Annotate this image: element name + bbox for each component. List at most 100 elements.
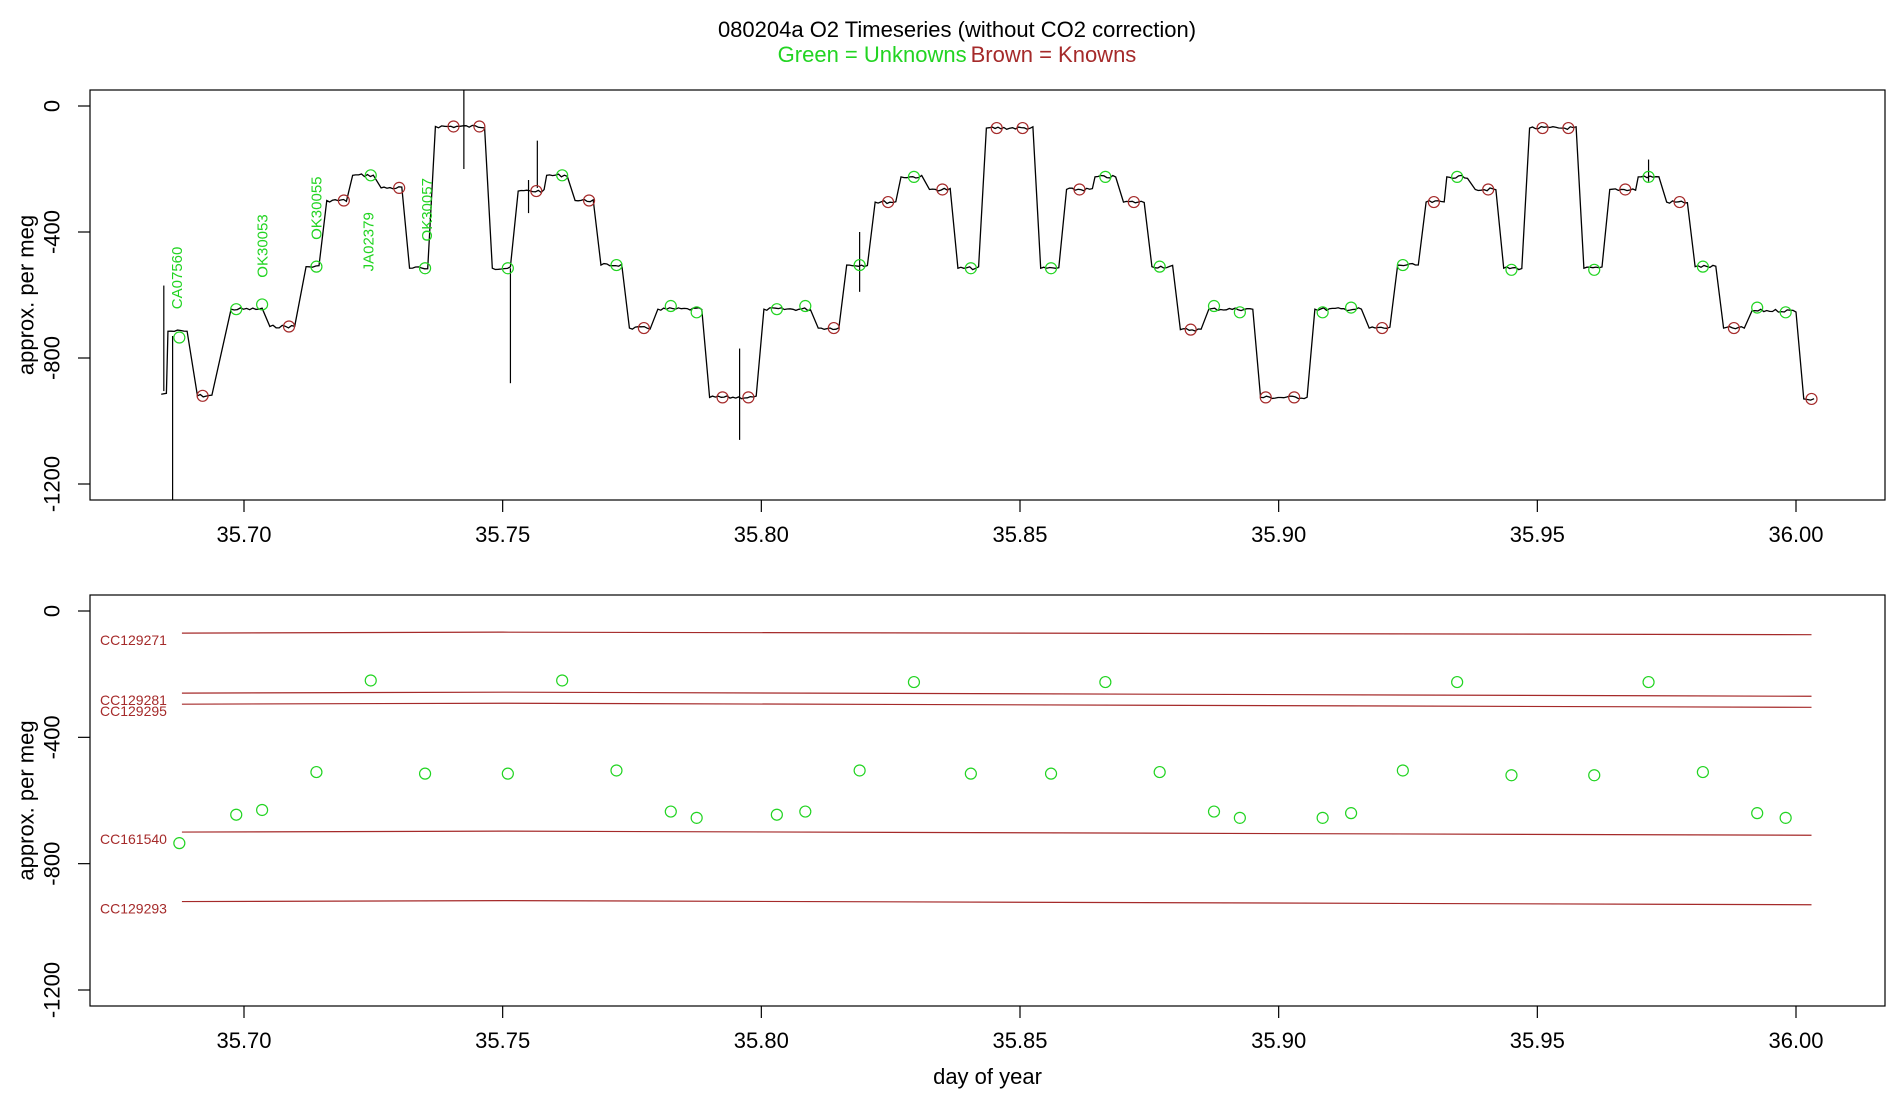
subtitle-knowns: Brown = Knowns <box>971 42 1137 67</box>
unknown-point <box>230 808 243 821</box>
top-ytick-label: -800 <box>40 336 65 380</box>
unknown-marker <box>1316 306 1329 319</box>
unknown-marker <box>799 299 812 313</box>
unknown-point <box>418 767 432 780</box>
unknown-marker <box>310 260 323 273</box>
known-marker <box>936 183 949 196</box>
reference-line-label: CC129281 <box>100 692 167 708</box>
known-marker <box>473 120 486 133</box>
reference-line <box>181 830 1812 836</box>
known-marker <box>1184 323 1197 336</box>
sample-id-label: OK30053 <box>254 214 271 277</box>
unknown-point <box>964 767 977 780</box>
known-marker <box>1562 121 1575 135</box>
unknown-point <box>310 765 323 779</box>
top-xtick-label: 35.85 <box>992 522 1047 547</box>
top-xtick-label: 35.70 <box>216 522 271 547</box>
unknown-point <box>853 764 866 777</box>
top-ytick-label: -1200 <box>40 456 65 512</box>
bottom-ytick-label: 0 <box>40 605 65 617</box>
reference-line <box>181 631 1812 636</box>
subtitle-unknowns: Green = Unknowns <box>778 42 967 67</box>
top-plot-frame <box>89 89 1886 501</box>
unknown-point <box>1642 675 1655 689</box>
known-marker <box>1805 392 1818 406</box>
unknown-marker <box>556 169 569 182</box>
known-marker <box>827 321 840 335</box>
unknown-marker <box>1451 170 1464 183</box>
unknown-point <box>256 803 269 817</box>
unknown-point <box>1044 767 1058 780</box>
unknown-marker <box>1099 170 1112 183</box>
unknown-marker <box>1588 263 1601 276</box>
unknown-point <box>1153 765 1166 779</box>
unknown-marker <box>230 303 243 316</box>
bottom-xtick-label: 36.00 <box>1768 1028 1823 1053</box>
known-marker <box>1619 183 1632 196</box>
unknown-marker <box>418 262 432 275</box>
known-marker <box>1127 195 1140 209</box>
bottom-panel-scatter: 35.70 35.75 35.80 35.85 35.90 35.95 36.00 0 -400… <box>14 594 1886 1089</box>
known-marker <box>582 194 596 207</box>
bottom-xlabel: day of year <box>933 1064 1042 1089</box>
unknown-marker <box>1505 263 1518 276</box>
bottom-xtick-label: 35.75 <box>475 1028 530 1053</box>
known-marker <box>1673 195 1686 209</box>
unknown-marker <box>1207 299 1221 313</box>
known-marker <box>1376 321 1389 335</box>
unknown-point <box>556 674 569 687</box>
sample-id-label: JA02379 <box>360 212 377 271</box>
bottom-xtick-label: 35.90 <box>1251 1028 1306 1053</box>
unknown-marker <box>690 306 703 319</box>
bottom-ytick-label: -1200 <box>40 962 65 1018</box>
sample-id-label: OK30057 <box>419 178 436 241</box>
known-marker <box>716 391 729 404</box>
unknown-marker <box>1153 260 1166 273</box>
sample-id-label: OK30055 <box>309 176 326 239</box>
unknown-marker <box>1233 306 1246 319</box>
unknown-point <box>907 675 921 689</box>
unknown-marker <box>964 262 977 275</box>
unknown-marker <box>173 331 186 344</box>
unknown-point <box>1233 811 1246 824</box>
unknown-marker <box>907 170 921 183</box>
top-ylabel: approx. per meg <box>14 215 39 375</box>
unknown-point <box>1099 675 1112 689</box>
unknown-marker <box>853 258 866 272</box>
reference-line-label: CC129295 <box>100 703 167 719</box>
unknown-point <box>1344 807 1358 820</box>
known-marker <box>337 194 350 207</box>
unknown-point <box>364 674 377 687</box>
unknown-point <box>799 805 812 818</box>
reference-line <box>181 900 1812 906</box>
unknown-marker <box>364 169 377 182</box>
unknown-point <box>1588 769 1601 782</box>
known-marker <box>1727 321 1741 335</box>
top-panel-timeseries: 35.70 35.75 35.80 35.85 35.90 35.95 36.00 0 -400… <box>14 89 1886 547</box>
bottom-xtick-label: 35.95 <box>1510 1028 1565 1053</box>
known-marker <box>393 181 406 194</box>
bottom-xtick-label: 35.80 <box>734 1028 789 1053</box>
o2-timeseries-trace <box>161 124 1815 401</box>
unknown-point <box>1207 805 1221 818</box>
top-xtick-label: 35.90 <box>1251 522 1306 547</box>
sample-id-label: CA07560 <box>169 247 186 310</box>
unknown-point <box>1396 764 1409 777</box>
unknown-point <box>1779 811 1792 824</box>
bottom-plot-frame <box>89 594 1886 1007</box>
unknown-point <box>1451 675 1464 689</box>
reference-line-label: CC129293 <box>100 901 167 917</box>
top-xtick-label: 35.80 <box>734 522 789 547</box>
bottom-xtick-label: 35.70 <box>216 1028 271 1053</box>
unknown-point <box>1696 765 1709 779</box>
bottom-xtick-label: 35.85 <box>992 1028 1047 1053</box>
known-marker <box>881 195 895 209</box>
chart-subtitle: Green = Unknowns Brown = Knowns <box>778 42 1137 67</box>
known-marker <box>1288 391 1301 404</box>
unknown-marker <box>256 298 269 311</box>
unknown-point <box>610 764 623 777</box>
known-marker <box>196 389 209 402</box>
unknown-point <box>501 767 514 780</box>
top-ytick-label: -400 <box>40 210 65 254</box>
